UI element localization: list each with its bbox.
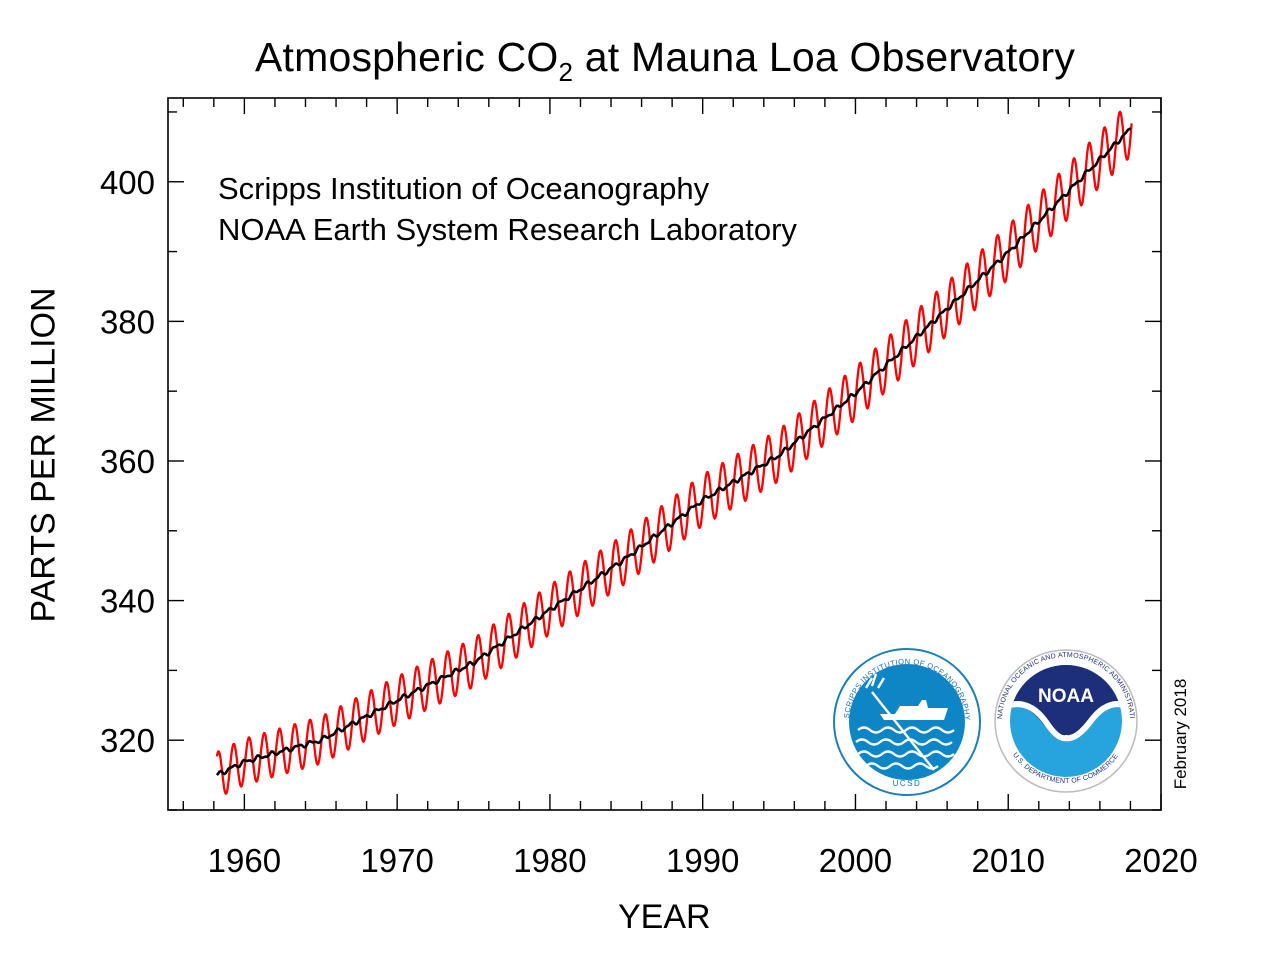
noaa-center-text: NOAA — [1038, 686, 1094, 707]
x-tick-label: 1980 — [513, 842, 586, 879]
noaa-bird-icon — [1010, 701, 1122, 742]
scripps-bottom-text: UCSD — [893, 779, 922, 788]
scripps-waves-icon — [855, 726, 955, 770]
tick-labels: 1960 1970 1980 1990 2000 2010 2020 320 340 360 380… — [100, 164, 1198, 879]
y-tick-label: 400 — [100, 164, 155, 201]
trend-line — [215, 127, 1132, 776]
x-tick-label: 1960 — [208, 842, 281, 879]
monthly-mean-line — [215, 110, 1133, 795]
x-tick-label: 1990 — [666, 842, 739, 879]
x-tick-label: 2000 — [819, 842, 892, 879]
annotation-scripps: Scripps Institution of Oceanography — [218, 171, 710, 206]
date-stamp: February 2018 — [1171, 678, 1190, 790]
ship-icon — [880, 700, 948, 720]
y-tick-label: 360 — [100, 443, 155, 480]
noaa-logo: NATIONAL OCEANIC AND ATMOSPHERIC ADMINIS… — [0, 0, 1138, 793]
y-tick-label: 380 — [100, 303, 155, 340]
x-tick-label: 1970 — [360, 842, 433, 879]
title-main: Atmospheric CO — [254, 34, 559, 80]
noaa-ring-text: NATIONAL OCEANIC AND ATMOSPHERIC ADMINIS… — [0, 0, 1135, 719]
x-tick-label: 2020 — [1124, 842, 1197, 879]
trident-icon — [864, 673, 935, 771]
x-tick-label: 2010 — [972, 842, 1045, 879]
y-tick-label: 340 — [100, 583, 155, 620]
svg-text:NATIONAL OCEANIC AND ATMOSPHER: NATIONAL OCEANIC AND ATMOSPHERIC ADMINIS… — [0, 0, 1135, 719]
x-axis-label: YEAR — [618, 898, 711, 936]
title-subscript: 2 — [558, 57, 574, 87]
chart-title: Atmospheric CO2 at Mauna Loa Observatory — [0, 34, 1280, 88]
title-rest: at Mauna Loa Observatory — [573, 34, 1076, 80]
plot-frame — [167, 97, 1162, 811]
y-axis-label: PARTS PER MILLION — [24, 287, 63, 623]
y-tick-label: 320 — [100, 722, 155, 759]
annotation-noaa: NOAA Earth System Research Laboratory — [218, 212, 797, 247]
scripps-logo: SCRIPPS INSTITUTION OF OCEANOGRAPHY UCSD — [833, 648, 981, 796]
